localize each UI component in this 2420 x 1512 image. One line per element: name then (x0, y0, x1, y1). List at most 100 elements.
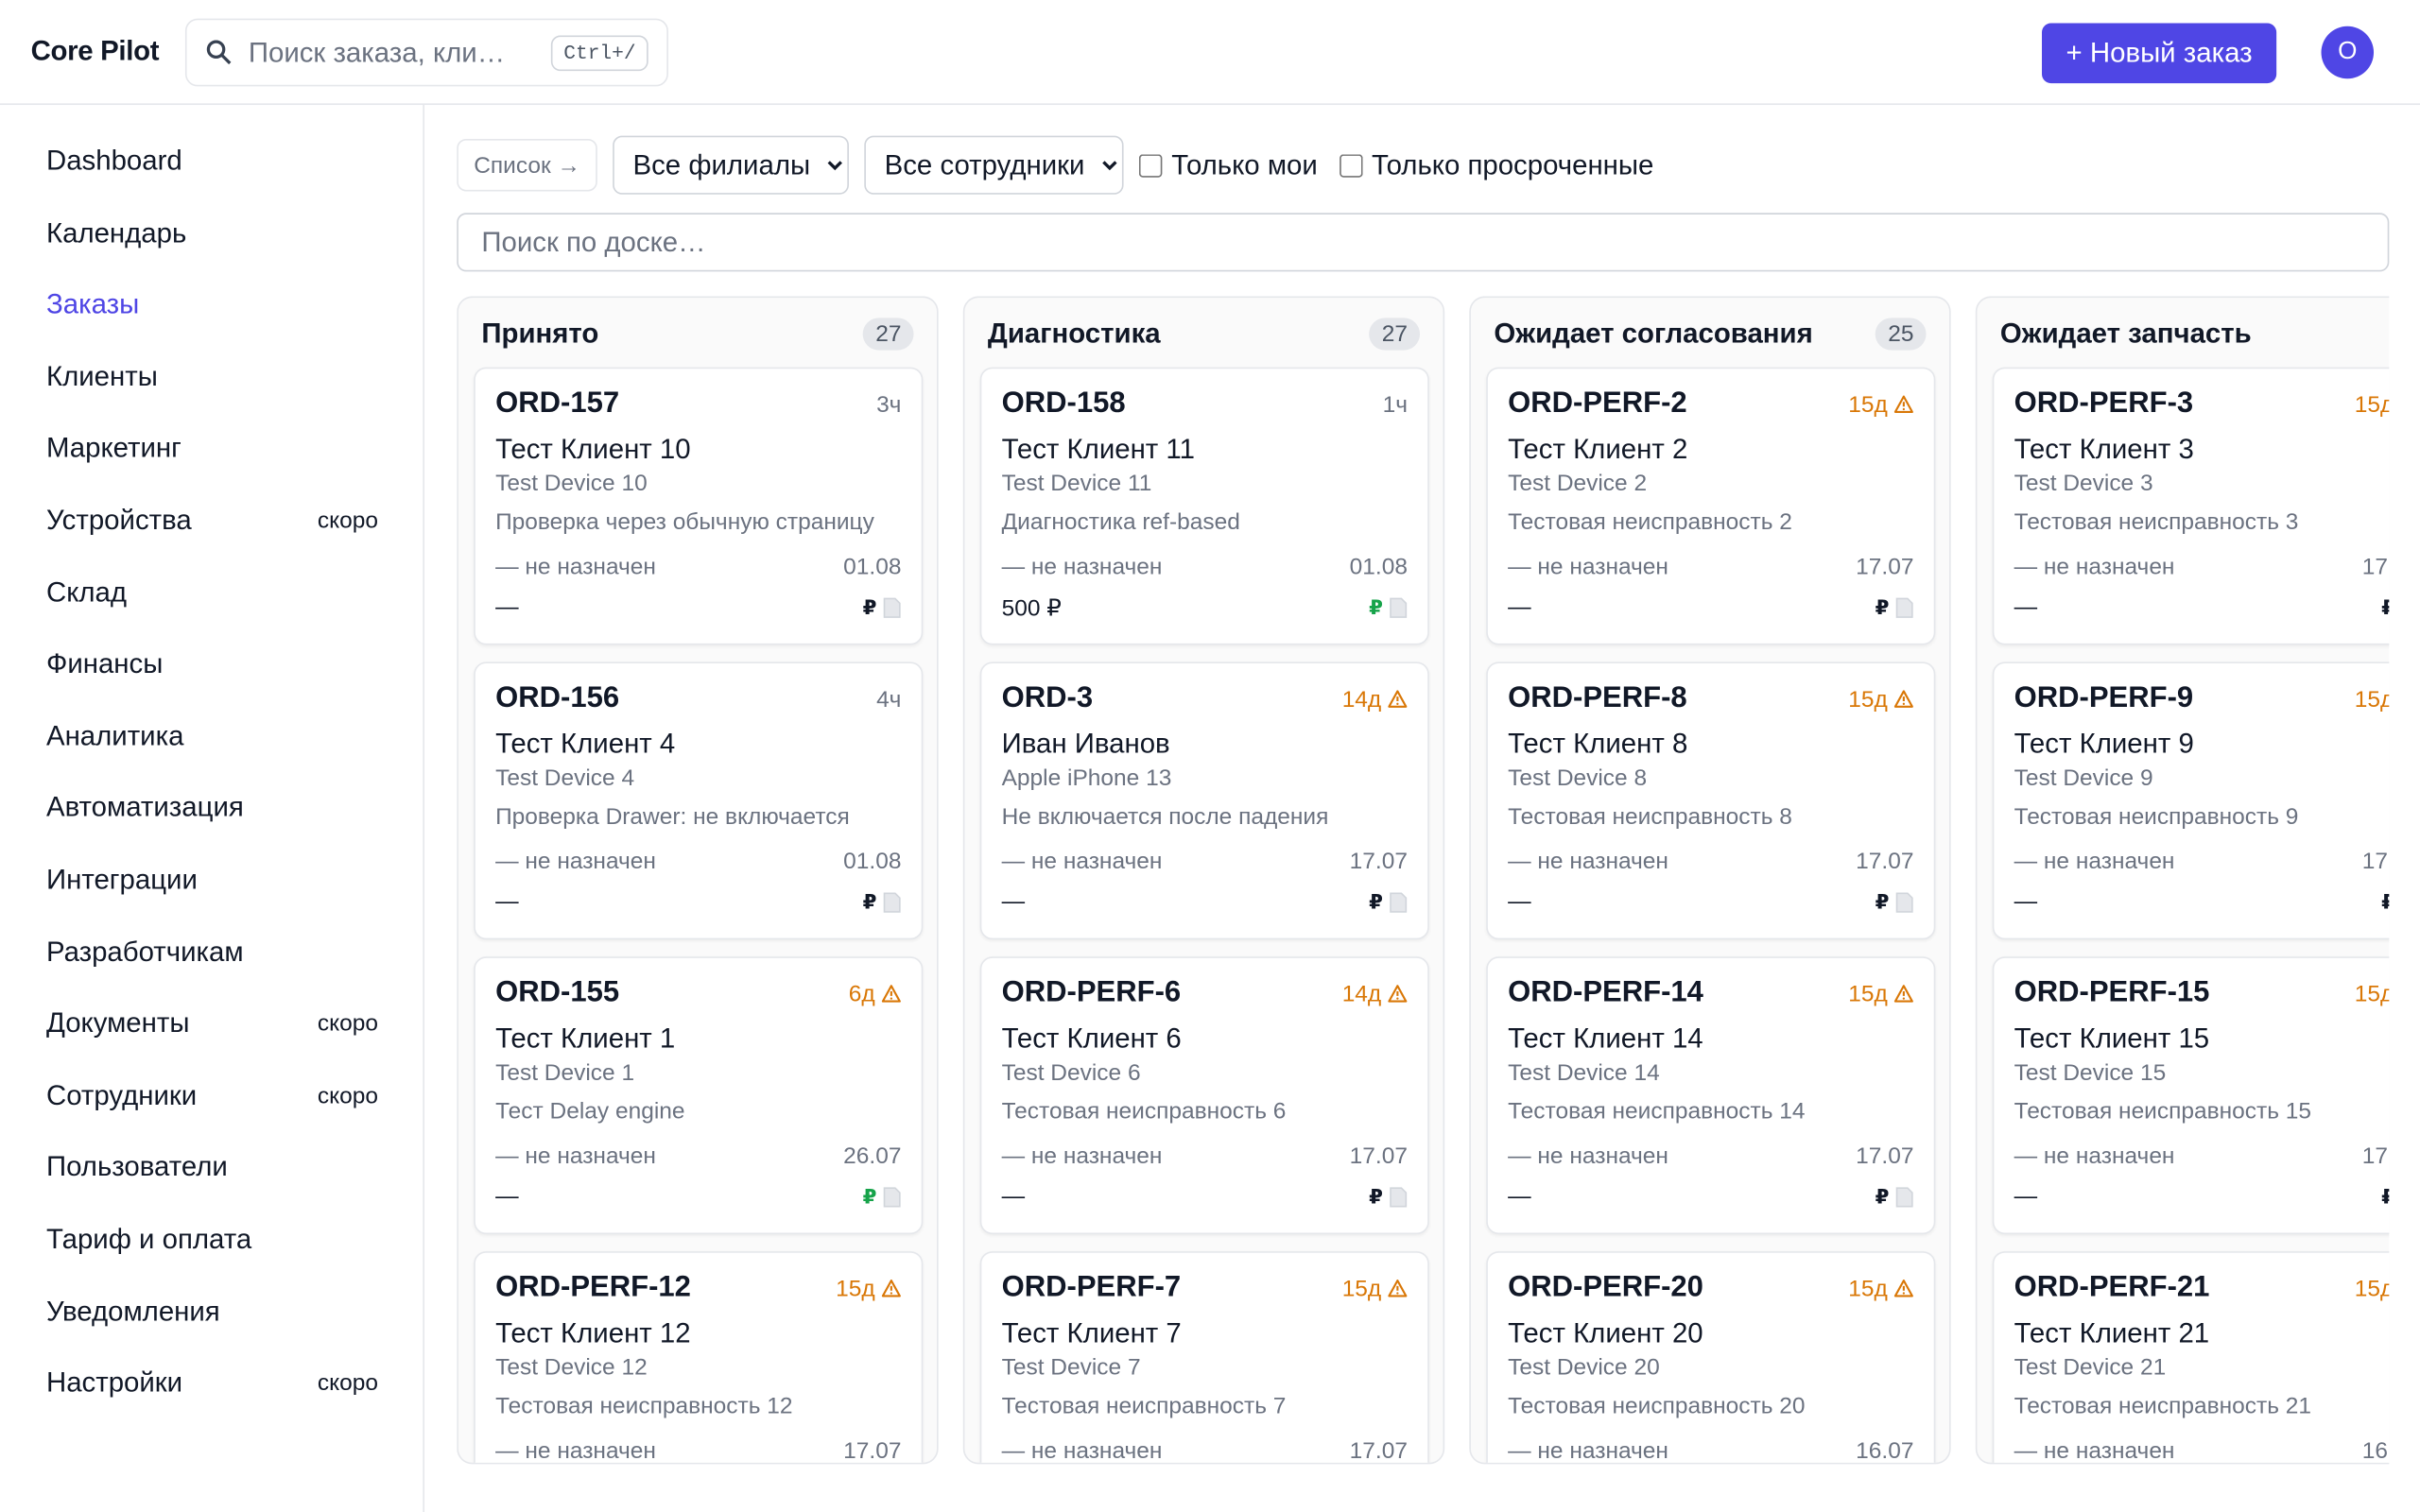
order-card[interactable]: ORD-PERF-15 15д Тест Клиент 15 Test Device … (1992, 956, 2390, 1235)
order-card[interactable]: ORD-155 6д Тест Клиент 1 Test Device 1 Тест … (474, 956, 924, 1235)
order-card[interactable]: ORD-158 1ч Тест Клиент 11 Test Device 11 Диа… (979, 367, 1429, 645)
order-card[interactable]: ORD-PERF-7 15д Тест Клиент 7 Test Device 7 Т… (979, 1251, 1429, 1465)
card-icons: ₽ (1369, 595, 1408, 620)
order-card[interactable]: ORD-156 4ч Тест Клиент 4 Test Device 4 Прове… (474, 662, 924, 940)
order-card[interactable]: ORD-157 3ч Тест Клиент 10 Test Device 10 Про… (474, 367, 924, 645)
age-text: 3ч (876, 390, 902, 418)
checkbox[interactable] (1339, 153, 1363, 177)
new-order-button[interactable]: + Новый заказ (2041, 23, 2277, 84)
nav-item[interactable]: Маркетинг (46, 433, 378, 465)
nav-item[interactable]: Тариф и оплата (46, 1224, 378, 1256)
nav-item[interactable]: Интеграции (46, 864, 378, 896)
nav-label: Финансы (45, 648, 164, 679)
checkbox[interactable] (1139, 153, 1163, 177)
order-card[interactable]: ORD-PERF-21 15д Тест Клиент 21 Test Device … (1992, 1251, 2390, 1463)
assignee: — не назначен (2014, 554, 2175, 580)
due-date: 17.07 (1349, 1437, 1408, 1465)
card-icons: ₽ (1369, 889, 1408, 914)
order-card[interactable]: ORD-PERF-12 15д Тест Клиент 12 Test Device … (474, 1251, 924, 1463)
device-row: Test Device 12 (495, 1354, 901, 1381)
client-name: Тест Клиент 21 (2014, 1317, 2210, 1349)
document-icon (1895, 1186, 1913, 1207)
due-date: 01.08 (843, 554, 902, 580)
issue-row: Диагностика ref-based (1002, 509, 1408, 536)
issue-row: Тестовая неисправность 15 (2014, 1098, 2390, 1125)
user-avatar[interactable]: O (2321, 26, 2375, 79)
nav-item[interactable]: Разработчикам (46, 936, 378, 968)
nav-item[interactable]: Календарь (46, 217, 378, 249)
only-mine[interactable]: Только мои (1139, 149, 1318, 181)
order-age: 15д (836, 1275, 901, 1301)
client-row: Иван Иванов (1002, 729, 1408, 761)
issue-text: Тестовая неисправность 2 (1508, 508, 1792, 536)
client-row: Тест Клиент 21 (2014, 1317, 2390, 1349)
payment-icon: ₽ (1369, 595, 1383, 619)
device-row: Test Device 21 (2014, 1354, 2390, 1381)
nav-label: Разработчикам (45, 936, 244, 968)
order-card[interactable]: ORD-3 14д Иван Иванов Apple iPhone 13 Не вкл… (979, 662, 1429, 940)
issue-row: Проверка через обычную страницу (495, 509, 901, 536)
global-search[interactable]: Поиск заказа, кли… Ctrl+/ (184, 18, 668, 87)
card-head: ORD-PERF-15 15д (2014, 976, 2390, 1010)
issue-text: Тестовая неисправность 6 (1001, 1098, 1287, 1125)
assignee: — не назначен (1508, 1143, 1668, 1170)
view-toggle[interactable]: Список → (457, 138, 597, 192)
issue-row: Тестовая неисправность 2 (1508, 509, 1913, 536)
issue-row: Тестовая неисправность 3 (2014, 509, 2390, 536)
assignee: — не назначен (1001, 1143, 1163, 1170)
nav-item[interactable]: Клиенты (46, 361, 378, 393)
device-row: Apple iPhone 13 (1002, 765, 1408, 792)
nav-item[interactable]: Склад (46, 576, 378, 609)
nav-item[interactable]: Автоматизация (46, 792, 378, 824)
column-header: Принято 27 (481, 315, 914, 352)
order-card[interactable]: ORD-PERF-20 15д Тест Клиент 20 Test Device … (1486, 1251, 1936, 1463)
branch-filter[interactable]: Все филиалы (613, 135, 850, 195)
order-card[interactable]: ORD-PERF-2 15д Тест Клиент 2 Test Device 2 Т… (1486, 367, 1936, 645)
nav-item[interactable]: Аналитика (46, 720, 378, 752)
order-card[interactable]: ORD-PERF-9 15д Тест Клиент 9 Test Device 9 Т… (1992, 662, 2390, 940)
only-overdue[interactable]: Только просроченные (1339, 149, 1653, 181)
warning-icon (1893, 690, 1913, 708)
order-card[interactable]: ORD-PERF-8 15д Тест Клиент 8 Test Device 8 Т… (1486, 662, 1936, 940)
nav-item[interactable]: Настройки скоро (46, 1367, 378, 1400)
nav-item[interactable]: Dashboard (46, 145, 378, 177)
toolbar: Список → Все филиалы Все сотрудники Толь… (457, 135, 1660, 195)
device-row: Test Device 6 (1002, 1060, 1408, 1087)
meta-row: — не назначен 16.07 (1508, 1438, 1913, 1463)
nav-item[interactable]: Устройства скоро (46, 505, 378, 537)
device-name: Test Device 2 (1508, 470, 1648, 497)
nav-item[interactable]: Заказы (46, 289, 378, 321)
nav-item[interactable]: Уведомления (46, 1296, 378, 1328)
document-icon (1895, 596, 1913, 618)
assignee: — не назначен (2014, 1143, 2175, 1170)
issue-text: Не включается после падения (1001, 803, 1329, 831)
assignee: — не назначен (495, 1143, 656, 1170)
order-card[interactable]: ORD-PERF-14 15д Тест Клиент 14 Test Device … (1486, 956, 1936, 1235)
due-date: 17.07 (1856, 1143, 1914, 1170)
issue-text: Тестовая неисправность 9 (2014, 803, 2299, 831)
order-card[interactable]: ORD-PERF-6 14д Тест Клиент 6 Test Device 6 Т… (979, 956, 1429, 1235)
price: — (2014, 1183, 2038, 1210)
price: — (495, 888, 519, 916)
age-text: 15д (2354, 685, 2390, 713)
device-row: Test Device 2 (1508, 471, 1913, 497)
client-name: Тест Клиент 9 (2014, 728, 2194, 760)
shortcut-hint: Ctrl+/ (551, 34, 648, 71)
due-date: 17.07 (1856, 554, 1914, 580)
order-age: 14д (1342, 686, 1408, 712)
nav-item[interactable]: Финансы (46, 648, 378, 680)
nav-item[interactable]: Пользователи (46, 1152, 378, 1184)
device-name: Test Device 14 (1508, 1059, 1660, 1087)
device-name: Test Device 8 (1508, 765, 1648, 792)
issue-row: Тестовая неисправность 8 (1508, 804, 1913, 831)
nav-label: Устройства (45, 504, 192, 536)
board-search[interactable]: Поиск по доске… (457, 213, 2390, 272)
age-text: 15д (1848, 685, 1888, 713)
nav-item[interactable]: Сотрудники скоро (46, 1080, 378, 1112)
card-icons: ₽ (1876, 594, 1914, 619)
device-row: Test Device 10 (495, 471, 901, 497)
nav-item[interactable]: Документы скоро (46, 1007, 378, 1040)
staff-filter[interactable]: Все сотрудники (864, 135, 1124, 195)
order-card[interactable]: ORD-PERF-3 15д Тест Клиент 3 Test Device 3 Т… (1992, 367, 2390, 645)
